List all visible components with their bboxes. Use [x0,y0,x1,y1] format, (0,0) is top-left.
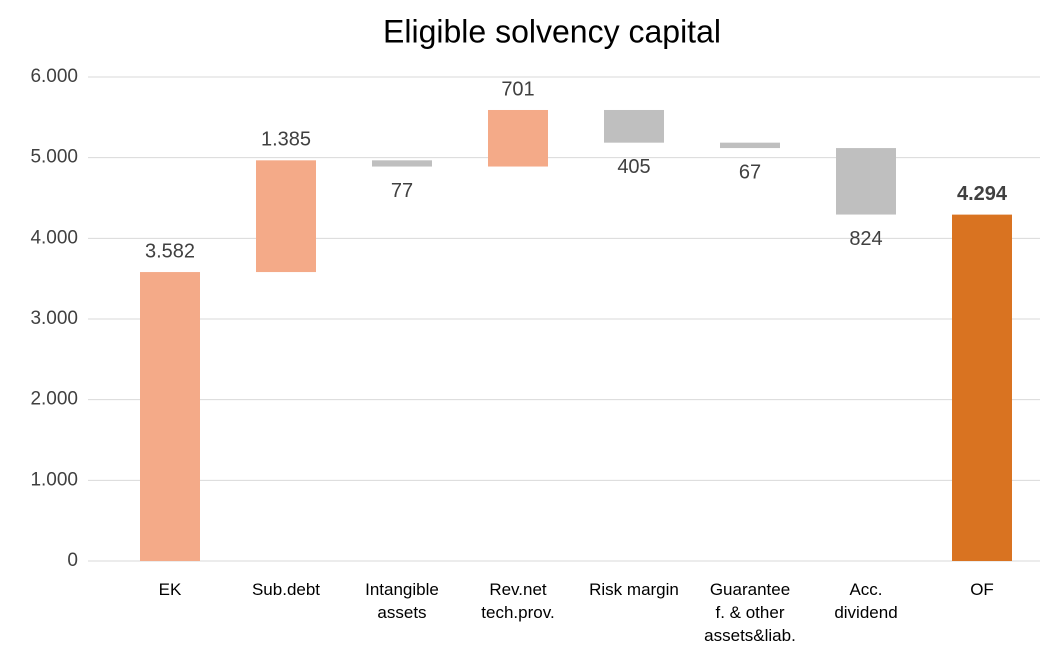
x-tick-label: Sub.debt [252,580,320,599]
y-tick-label: 6.000 [30,66,78,87]
x-tick-label: EK [159,580,182,599]
y-tick-label: 2.000 [30,389,78,410]
value-label: 4.294 [957,183,1008,205]
x-tick-label: Guarantee f. & other assets&liab. [704,580,796,645]
x-tick-label: Intangible assets [365,580,439,622]
value-label: 1.385 [261,129,311,151]
y-tick-label: 1.000 [30,469,78,490]
bar [140,272,200,561]
y-tick-label: 4.000 [30,227,78,248]
bar [488,109,548,167]
y-tick-label: 5.000 [30,147,78,168]
bar [256,160,316,273]
bar [720,142,780,149]
value-label: 77 [391,180,413,202]
value-label: 824 [849,228,882,250]
bar [836,148,896,215]
bar [372,160,432,167]
value-label: 405 [617,156,650,178]
y-tick-label: 0 [67,550,78,571]
x-tick-label: Acc. dividend [834,580,897,622]
value-label: 3.582 [145,240,195,262]
x-tick-label: Rev.net tech.prov. [481,580,554,622]
bar [604,109,664,143]
bar [952,214,1012,561]
value-label: 67 [739,161,761,183]
value-label: 701 [501,78,534,100]
chart-title: Eligible solvency capital [383,13,721,49]
x-tick-label: Risk margin [589,580,679,599]
x-tick-label: OF [970,580,994,599]
y-tick-label: 3.000 [30,308,78,329]
